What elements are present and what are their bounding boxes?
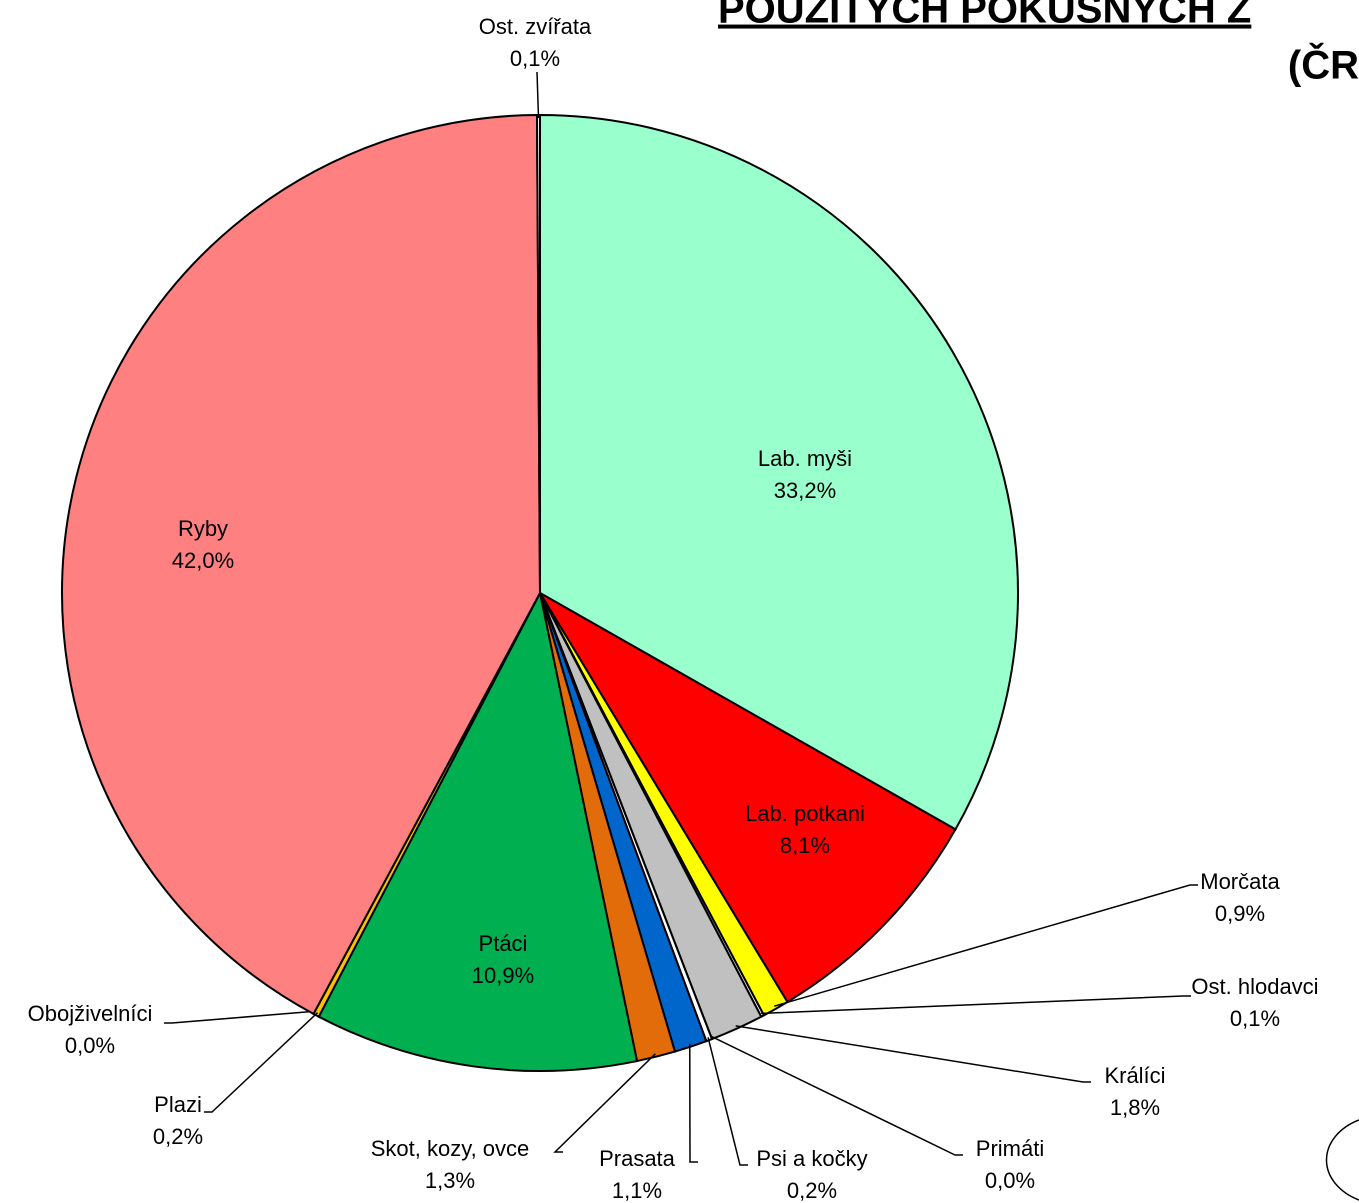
slice-value-label: 42,0% [172,548,234,573]
slice-label: Skot, kozy, ovce [371,1136,530,1161]
decoration [1325,1119,1359,1201]
leader-line [689,1043,698,1163]
slice-value-label: 1,3% [425,1168,475,1193]
slice-label: Prasata [599,1146,676,1171]
slice-value-label: 0,0% [985,1168,1035,1193]
slice-label: Ost. zvířata [479,14,592,39]
slice-value-label: 0,1% [510,46,560,71]
leader-line [761,995,1191,1015]
leader-line [710,1035,963,1156]
pie-slice [317,590,639,1072]
slice-label: Lab. myši [758,446,852,471]
slice-label: Psi a kočky [756,1146,867,1171]
slice-label: Ryby [178,516,228,541]
leader-line [204,1012,319,1113]
leader-line [536,71,540,119]
chart-title: POUŽITÝCH POKUSNÝCH Z [718,0,1251,32]
slice-value-label: 8,1% [780,833,830,858]
pie-slice [61,114,542,1016]
slice-label: Plazi [154,1092,202,1117]
slice-value-label: 0,9% [1215,901,1265,926]
slice-label: Králíci [1104,1063,1165,1088]
pie-slice [537,590,957,1004]
slice-label: Ptáci [479,931,528,956]
slice-label: Morčata [1200,869,1280,894]
slice-label: Lab. potkani [745,801,865,826]
slice-value-label: 0,0% [65,1033,115,1058]
slice-label: Primáti [976,1136,1044,1161]
slice-value-label: 1,8% [1110,1095,1160,1120]
leader-line [553,1053,656,1153]
slice-label: Ost. hlodavci [1191,974,1318,999]
slice-value-label: 1,1% [612,1178,662,1203]
leader-line [735,1025,1091,1083]
slice-value-label: 10,9% [472,963,534,988]
slice-value-label: 0,2% [153,1124,203,1149]
slice-value-label: 0,1% [1230,1006,1280,1031]
leader-line [164,1010,315,1024]
leader-line [774,884,1198,1007]
slice-value-label: 0,2% [787,1178,837,1203]
slice-label: Obojživelníci [28,1001,153,1026]
slice-value-label: 33,2% [774,478,836,503]
chart-subtitle: (ČR [1288,42,1359,88]
leader-line [707,1037,748,1166]
pie-slice [539,113,1019,831]
